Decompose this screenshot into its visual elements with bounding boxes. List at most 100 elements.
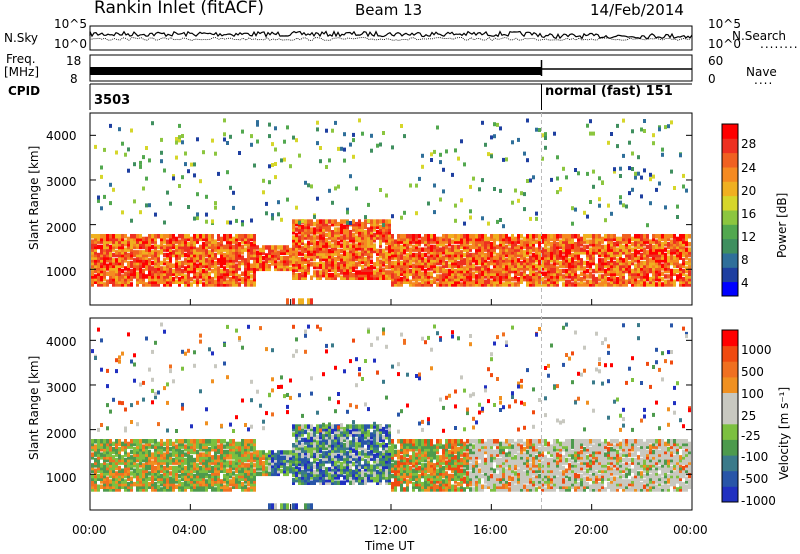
velocity-cell — [139, 441, 142, 447]
power-cell — [382, 248, 385, 254]
power-cell — [421, 252, 424, 258]
power-cell — [577, 263, 580, 268]
velocity-cell — [190, 455, 193, 460]
power-cell — [103, 234, 106, 239]
power-cell — [181, 175, 184, 180]
velocity-cell — [244, 455, 247, 460]
power-cell — [565, 242, 568, 247]
power-cell — [376, 248, 379, 254]
power-cell — [664, 260, 667, 266]
power-cell — [172, 263, 175, 268]
power-cell — [205, 279, 208, 284]
power-cell — [589, 131, 592, 136]
power-cell — [100, 255, 103, 260]
power-cell — [565, 282, 568, 287]
power-cell — [313, 270, 316, 275]
power-cell — [424, 234, 427, 239]
power-cell — [190, 258, 193, 263]
velocity-cell — [247, 427, 250, 432]
power-cell — [367, 232, 370, 238]
power-cell — [157, 255, 160, 260]
velocity-cell — [211, 476, 214, 481]
power-cell — [94, 276, 97, 282]
velocity-cell — [244, 465, 247, 471]
velocity-cell — [193, 460, 196, 465]
power-cell — [631, 167, 634, 171]
power-cell — [535, 258, 538, 263]
velocity-cell — [289, 378, 292, 383]
velocity-cell — [310, 461, 313, 467]
power-cell — [91, 239, 94, 244]
power-cell — [637, 263, 640, 268]
power-cell — [133, 239, 136, 244]
power-cell — [325, 238, 328, 243]
velocity-cell — [322, 456, 325, 461]
velocity-cell — [91, 465, 94, 471]
velocity-cell — [211, 471, 214, 476]
power-cell — [580, 242, 583, 247]
power-cell — [499, 250, 502, 255]
power-cell — [397, 255, 400, 260]
power-cell — [400, 260, 403, 266]
power-cell — [307, 262, 310, 267]
power-cell — [292, 264, 295, 270]
velocity-cell — [262, 463, 265, 469]
power-cell — [628, 279, 631, 284]
velocity-cell — [277, 452, 280, 458]
power-cell — [499, 258, 502, 263]
velocity-cell — [205, 463, 208, 468]
power-cell — [526, 252, 529, 258]
velocity-cell — [175, 439, 178, 444]
velocity-cell — [181, 406, 184, 411]
power-cell — [319, 227, 322, 232]
power-cell — [304, 272, 307, 278]
power-cell — [352, 227, 355, 232]
power-cell — [391, 279, 394, 284]
velocity-cell — [148, 444, 151, 449]
velocity-cell — [205, 468, 208, 473]
power-cell — [157, 268, 160, 274]
power-cell — [214, 279, 217, 284]
velocity-cell — [160, 463, 163, 468]
velocity-cell — [232, 476, 235, 481]
power-cell — [496, 266, 499, 271]
power-cell — [337, 262, 340, 267]
power-cell — [538, 252, 541, 258]
velocity-cell — [97, 449, 100, 455]
power-cell — [334, 246, 337, 251]
velocity-cell — [220, 444, 223, 449]
power-cell — [334, 120, 337, 125]
power-cell — [514, 271, 517, 276]
power-cell — [607, 260, 610, 266]
power-cell — [292, 230, 295, 235]
velocity-cell — [163, 460, 166, 465]
power-cell — [301, 232, 304, 238]
power-cell — [292, 235, 295, 240]
power-cell — [598, 282, 601, 287]
power-cell — [667, 250, 670, 255]
power-cell — [412, 274, 415, 279]
power-cell — [352, 267, 355, 272]
power-cell — [466, 234, 469, 239]
power-cell — [568, 252, 571, 258]
power-cell — [148, 263, 151, 268]
velocity-cell — [217, 484, 220, 489]
power-cell — [226, 274, 229, 279]
velocity-cell — [301, 469, 304, 475]
power-cell — [103, 255, 106, 260]
power-cell — [589, 252, 592, 258]
velocity-cell — [196, 476, 199, 481]
power-cell — [664, 252, 667, 258]
velocity-cell — [145, 484, 148, 489]
velocity-cell — [193, 476, 196, 481]
velocity-cell — [106, 479, 109, 484]
power-cell — [91, 255, 94, 260]
velocity-cell — [226, 375, 229, 380]
power-cell — [436, 282, 439, 287]
power-cell — [187, 236, 190, 242]
power-cell — [361, 251, 364, 256]
velocity-cell — [118, 481, 121, 487]
power-cell — [112, 279, 115, 284]
velocity-cell — [190, 465, 193, 471]
power-cell — [463, 271, 466, 276]
